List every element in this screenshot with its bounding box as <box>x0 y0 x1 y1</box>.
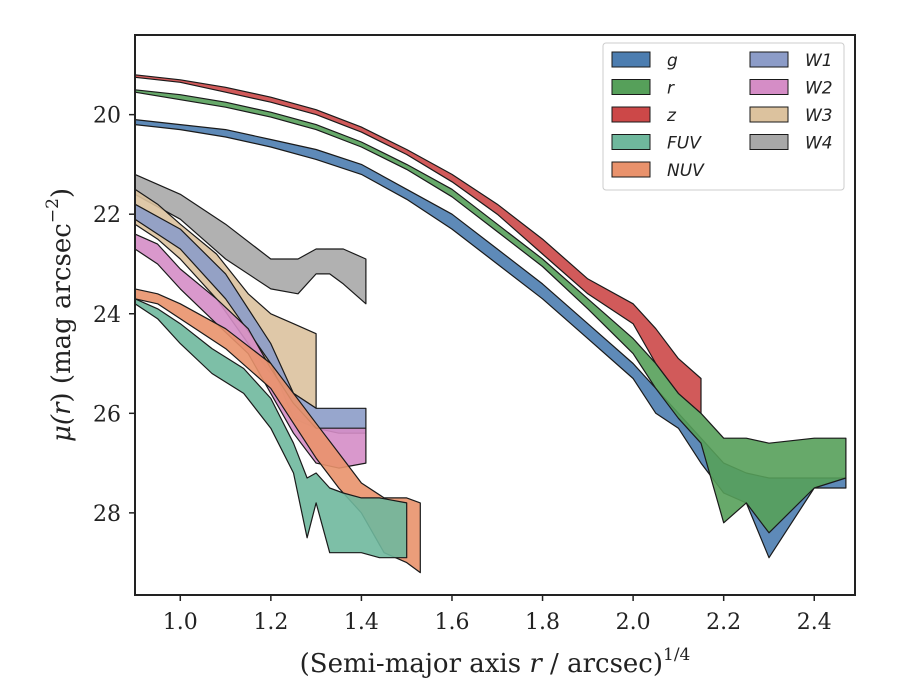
legend-label-w3: W3 <box>805 106 833 126</box>
y-axis-title: μ(r) (mag arcsec−2) <box>43 188 77 442</box>
band-r <box>134 89 847 534</box>
x-tick-label: 1.0 <box>163 610 198 635</box>
legend-label-w4: W4 <box>805 134 833 154</box>
x-tick-label: 1.6 <box>434 610 469 635</box>
y-tick-label: 24 <box>93 303 121 328</box>
legend: grz FUV NUV W1 W2 W3 W4 <box>602 42 845 191</box>
legend-label-nuv: NUV <box>667 161 705 181</box>
legend-swatch-r <box>611 79 651 95</box>
plot-frame <box>134 34 856 596</box>
legend-label-w2: W2 <box>805 79 833 99</box>
legend-label-g: g <box>667 51 678 71</box>
legend-swatch-w1 <box>749 51 789 68</box>
legend-label-r: r <box>667 79 675 99</box>
legend-swatch-w3 <box>749 106 789 123</box>
y-tick-label: 22 <box>93 203 121 228</box>
x-axis-title: (Semi-major axis r / arcsec)1/4 <box>300 645 691 679</box>
y-tick-label: 28 <box>93 502 121 527</box>
legend-swatch-fuv <box>611 134 651 150</box>
x-tick-label: 1.2 <box>253 610 288 635</box>
legend-swatch-w4 <box>749 134 789 150</box>
legend-label-w1: W1 <box>805 51 833 71</box>
legend-swatch-g <box>611 51 651 68</box>
y-axis-ticks: 20 22 24 26 28 <box>93 104 135 527</box>
band-w4 <box>134 173 367 305</box>
y-tick-label: 26 <box>93 402 121 427</box>
x-tick-label: 2.4 <box>797 610 832 635</box>
x-axis-ticks: 1.0 1.2 1.4 1.6 1.8 2.0 2.2 2.4 <box>163 595 832 635</box>
legend-label-z: z <box>666 106 677 126</box>
x-tick-label: 2.0 <box>616 610 651 635</box>
legend-swatch-z <box>611 106 651 123</box>
band-fuv <box>134 298 408 559</box>
x-tick-label: 1.8 <box>525 610 560 635</box>
x-tick-label: 1.4 <box>344 610 379 635</box>
legend-swatch-nuv <box>611 161 651 178</box>
y-tick-label: 20 <box>93 104 121 129</box>
profile-bands <box>134 74 847 574</box>
band-z <box>134 74 702 414</box>
legend-swatch-w2 <box>749 79 789 95</box>
x-tick-label: 2.2 <box>706 610 741 635</box>
legend-label-fuv: FUV <box>667 134 702 154</box>
